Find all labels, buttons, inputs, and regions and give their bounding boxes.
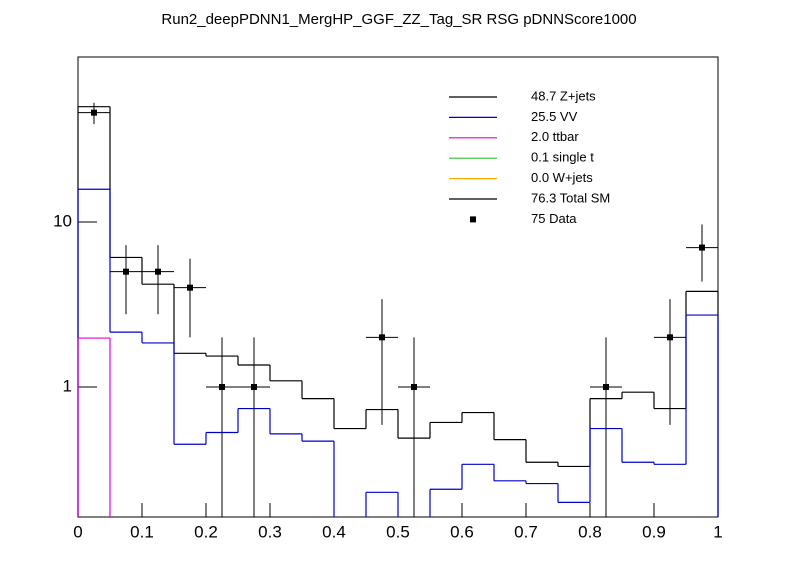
legend-label: 2.0 ttbar: [531, 129, 579, 144]
legend-marker: [470, 216, 476, 223]
x-tick-label: 0.6: [450, 522, 474, 541]
x-tick-label: 0.9: [642, 522, 666, 541]
x-tick-label: 0.8: [578, 522, 602, 541]
x-tick-label: 0.7: [514, 522, 538, 541]
legend-label: 76.3 Total SM: [531, 190, 610, 205]
data-point: [411, 384, 417, 391]
data-point: [91, 109, 97, 116]
x-tick-label: 0.2: [194, 522, 218, 541]
legend-label: 0.1 single t: [531, 150, 594, 165]
x-tick-label: 0.3: [258, 522, 282, 541]
data-point: [219, 384, 225, 391]
chart-title: Run2_deepPDNN1_MergHP_GGF_ZZ_Tag_SR RSG …: [161, 11, 636, 28]
x-tick-label: 0.1: [130, 522, 154, 541]
data-point: [155, 268, 161, 275]
x-tick-label: 0: [73, 522, 82, 541]
legend-label: 75 Data: [531, 211, 577, 226]
y-tick-label: 1: [63, 376, 72, 395]
data-point: [667, 334, 673, 341]
x-tick-label: 0.5: [386, 522, 410, 541]
y-tick-label: 10: [53, 211, 72, 230]
legend-label: 25.5 VV: [531, 109, 578, 124]
data-point: [603, 384, 609, 391]
x-tick-label: 0.4: [322, 522, 346, 541]
data-point: [379, 334, 385, 341]
legend-label: 48.7 Z+jets: [531, 88, 596, 103]
x-tick-label: 1: [713, 522, 722, 541]
data-point: [251, 384, 257, 391]
data-point: [187, 284, 193, 291]
legend-label: 0.0 W+jets: [531, 170, 593, 185]
data-point: [699, 244, 705, 251]
data-point: [123, 268, 129, 275]
